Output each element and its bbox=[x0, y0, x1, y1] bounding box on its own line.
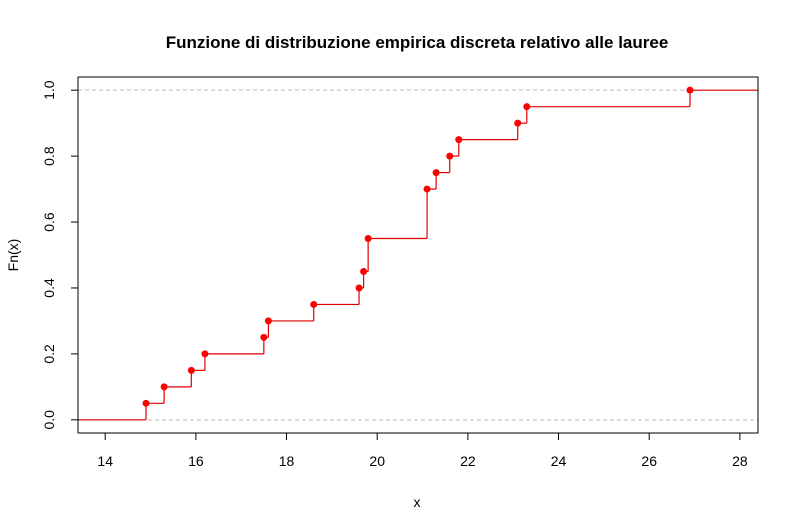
data-point-15 bbox=[514, 119, 522, 127]
x-axis: 14 16 18 20 22 24 26 28 bbox=[97, 432, 748, 469]
reference-lines bbox=[78, 89, 758, 421]
y-axis: 0.0 0.2 0.4 0.6 0.8 1.0 bbox=[41, 80, 79, 430]
y-axis-label: Fn(x) bbox=[5, 239, 21, 272]
x-axis-label: x bbox=[414, 494, 421, 510]
step-function bbox=[78, 89, 758, 421]
data-point-8 bbox=[355, 284, 363, 292]
x-tick-label-4: 22 bbox=[460, 453, 476, 469]
chart-title: Funzione di distribuzione empirica discr… bbox=[166, 33, 669, 52]
data-point-17 bbox=[686, 86, 694, 94]
data-point-5 bbox=[260, 333, 268, 341]
y-tick-label-5: 1.0 bbox=[41, 80, 57, 100]
x-tick-label-5: 24 bbox=[551, 453, 567, 469]
data-points bbox=[142, 86, 694, 407]
x-tick-label-3: 20 bbox=[369, 453, 385, 469]
x-tick-label-7: 28 bbox=[732, 453, 748, 469]
data-point-11 bbox=[423, 185, 431, 193]
data-point-14 bbox=[455, 136, 463, 144]
x-tick-label-1: 16 bbox=[188, 453, 204, 469]
x-tick-label-2: 18 bbox=[279, 453, 295, 469]
data-point-13 bbox=[446, 152, 454, 160]
x-tick-label-0: 14 bbox=[97, 453, 113, 469]
data-point-10 bbox=[364, 235, 372, 243]
data-point-1 bbox=[142, 399, 150, 407]
data-point-9 bbox=[360, 267, 368, 275]
data-point-7 bbox=[310, 300, 318, 308]
y-tick-label-3: 0.6 bbox=[41, 212, 57, 232]
y-tick-label-0: 0.0 bbox=[41, 410, 57, 430]
y-tick-label-1: 0.2 bbox=[41, 344, 57, 364]
y-tick-label-2: 0.4 bbox=[41, 278, 57, 298]
y-tick-label-4: 0.8 bbox=[41, 146, 57, 166]
data-point-12 bbox=[432, 169, 440, 177]
data-point-3 bbox=[187, 366, 195, 374]
data-point-2 bbox=[160, 383, 168, 391]
x-tick-label-6: 26 bbox=[641, 453, 657, 469]
plot-frame bbox=[77, 76, 759, 434]
data-point-4 bbox=[201, 350, 209, 358]
data-point-16 bbox=[523, 103, 531, 111]
data-point-6 bbox=[264, 317, 272, 325]
